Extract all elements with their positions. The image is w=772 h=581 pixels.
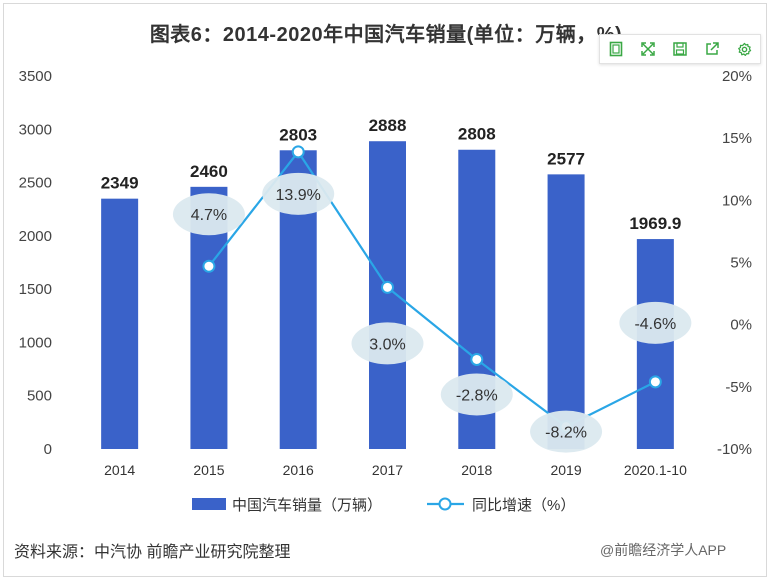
growth-label-bubble (440, 373, 513, 416)
growth-rate-point (648, 375, 662, 389)
left-axis-tick-label: 500 (27, 388, 52, 405)
legend-line-marker (438, 497, 452, 511)
bar-value-label: 2888 (369, 116, 407, 135)
growth-label-bubble (351, 322, 424, 365)
growth-label-bubble (262, 172, 335, 215)
left-axis-tick-label: 3000 (19, 121, 52, 138)
left-axis-tick-label: 1000 (19, 334, 52, 351)
right-axis-tick-label: 20% (722, 68, 752, 85)
right-axis-tick-label: 10% (722, 192, 752, 209)
growth-rate-label: 4.7% (191, 207, 227, 224)
bar-2019 (547, 174, 585, 450)
x-axis-tick-label: 2014 (104, 462, 135, 478)
settings-icon[interactable] (733, 38, 755, 60)
right-axis-tick-label: 5% (730, 255, 752, 272)
bar-value-label: 2803 (279, 125, 317, 144)
legend-bar-label: 中国汽车销量（万辆） (232, 497, 382, 514)
bar-2014 (101, 198, 139, 449)
right-axis-tick-label: -10% (717, 441, 752, 458)
share-icon[interactable] (701, 38, 723, 60)
x-axis-tick-label: 2017 (372, 462, 403, 478)
growth-label-bubble (172, 193, 245, 236)
bar-2017 (369, 141, 406, 449)
growth-rate-label: -4.6% (634, 316, 676, 333)
left-axis-tick-label: 3500 (19, 68, 52, 85)
right-axis-tick-label: -5% (725, 379, 752, 396)
growth-rate-point (470, 352, 484, 366)
growth-rate-point (202, 259, 216, 273)
left-axis-tick-label: 1500 (19, 281, 52, 298)
wechat-watermark: @前瞻经济学人APP (600, 542, 727, 558)
left-axis-tick-label: 2000 (19, 228, 52, 245)
bar-value-label: 1969.9 (629, 214, 681, 233)
left-axis-tick-label: 2500 (19, 175, 52, 192)
copy-icon[interactable] (605, 38, 627, 60)
growth-rate-label: 13.9% (276, 187, 321, 204)
bar-value-label: 2349 (101, 174, 139, 193)
x-axis-tick-label: 2019 (550, 462, 581, 478)
growth-label-bubble (530, 410, 603, 453)
save-icon[interactable] (669, 38, 691, 60)
left-axis-tick-label: 0 (44, 441, 52, 458)
growth-rate-label: -8.2% (545, 425, 587, 442)
growth-label-bubble (619, 301, 692, 344)
growth-rate-label: -2.8% (456, 387, 498, 404)
bar-value-label: 2808 (458, 125, 496, 144)
bar-2020.1-10 (636, 239, 674, 449)
growth-rate-point (291, 145, 305, 159)
x-axis-tick-label: 2015 (193, 462, 224, 478)
x-axis-tick-label: 2016 (283, 462, 314, 478)
legend-bar-swatch (192, 498, 226, 510)
right-axis-tick-label: 0% (730, 317, 752, 334)
growth-rate-label: 3.0% (369, 336, 405, 353)
x-axis-tick-label: 2018 (461, 462, 492, 478)
bar-value-label: 2460 (190, 162, 228, 181)
chart-frame (3, 3, 767, 577)
fullscreen-icon[interactable] (637, 38, 659, 60)
x-axis-tick-label: 2020.1-10 (624, 462, 687, 478)
chart-title: 图表6：2014-2020年中国汽车销量(单位：万辆，%) (149, 24, 623, 46)
right-axis-tick-label: 15% (722, 130, 752, 147)
source-note: 资料来源：中汽协 前瞻产业研究院整理 (14, 544, 291, 561)
growth-rate-point (381, 280, 394, 294)
chart-toolbar (599, 34, 761, 64)
legend-line-label: 同比增速（%） (472, 497, 575, 514)
bar-value-label: 2577 (547, 149, 585, 168)
